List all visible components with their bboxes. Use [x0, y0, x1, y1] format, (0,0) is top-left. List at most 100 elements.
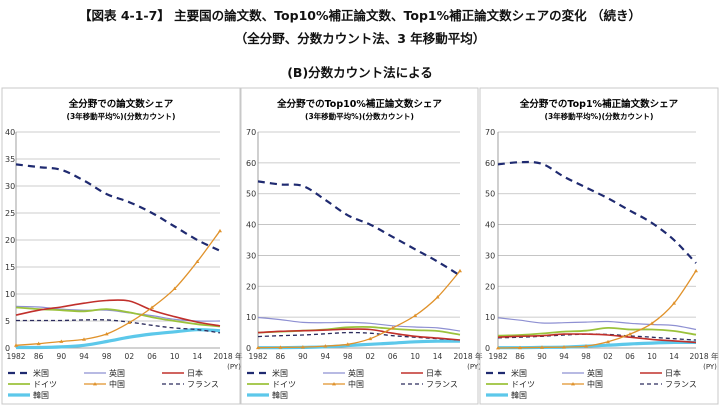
series-line-フランス [16, 319, 221, 334]
y-tick-label: 50 [485, 190, 495, 199]
x-tick-label: 94 [321, 352, 331, 361]
legend-item: ドイツ [486, 380, 535, 389]
legend-item: ドイツ [247, 380, 296, 389]
y-tick-label: 50 [246, 190, 256, 199]
legend-label: 日本 [426, 368, 442, 378]
legend-label: フランス [187, 380, 219, 389]
legend-label: 日本 [665, 368, 681, 378]
y-tick-label: 20 [485, 282, 495, 291]
legend-item: 英国 [84, 368, 125, 378]
legend-marker [332, 382, 336, 386]
x-tick-label: 14 [669, 352, 679, 361]
legend-label: ドイツ [511, 380, 535, 389]
y-tick-label: 10 [485, 313, 495, 322]
series-marker-中国 [256, 345, 260, 350]
x-tick-label: 10 [410, 352, 420, 361]
series-marker-中国 [345, 342, 350, 346]
series-line-日本 [15, 299, 221, 327]
series-line-フランス [257, 331, 461, 341]
y-tick-label: 0 [246, 344, 251, 353]
legend-item: 日本 [162, 368, 203, 378]
series-marker-中国 [172, 286, 177, 290]
series-marker-中国 [650, 321, 654, 325]
legend-item: フランス [162, 380, 219, 389]
legend-label: 韓国 [33, 390, 49, 400]
series-marker-中国 [540, 345, 544, 349]
y-tick-label: 15 [5, 263, 15, 272]
y-tick-label: 30 [485, 251, 495, 260]
legend-marker [571, 382, 575, 386]
y-tick-label: 60 [246, 159, 256, 168]
y-tick-label: 20 [5, 236, 15, 245]
series-line-中国 [497, 270, 697, 349]
y-tick-label: 70 [246, 128, 256, 137]
y-tick-label: 10 [246, 313, 256, 322]
x-tick-label: 02 [603, 352, 613, 361]
x-unit-label: (PY) [703, 363, 717, 371]
series-marker-中国 [628, 332, 632, 336]
series-marker-中国 [195, 259, 200, 263]
x-tick-label: 2018 年 [454, 351, 483, 361]
legend-item: フランス [640, 380, 697, 389]
legend-label: 米国 [511, 368, 527, 378]
legend-label: 英国 [109, 368, 125, 378]
series-line-米国 [257, 180, 461, 277]
series-marker-中国 [14, 343, 18, 347]
series-marker-中国 [694, 268, 698, 273]
chart-panel-2: 全分野でのTop10%補正論文数シェア(3年移動平均%)(分数カウント) 0 10 2… [240, 87, 483, 405]
series-marker-中国 [562, 345, 566, 349]
figure-title: 【図表 4-1-7】 主要国の論文数、Top10%補正論文数、Top1%補正論文… [79, 8, 641, 23]
y-tick-label: 35 [5, 155, 15, 164]
legend-label: 日本 [187, 368, 203, 378]
x-unit-label: (PY) [227, 363, 241, 371]
x-tick-label: 86 [34, 352, 44, 361]
x-tick-label: 10 [170, 352, 180, 361]
y-tick-label: 30 [246, 251, 256, 260]
legend-item: 韓国 [247, 390, 288, 400]
series-marker-中国 [59, 339, 64, 343]
legend-item: 日本 [640, 368, 681, 378]
y-tick-label: 25 [5, 209, 15, 218]
legend-label: 中国 [587, 379, 603, 389]
y-tick-label: 70 [485, 128, 495, 137]
legend-item: 中国 [562, 379, 603, 389]
chart-subtitle: (3年移動平均%)(分数カウント) [305, 111, 414, 121]
chart-panel-1: 全分野での論文数シェア(3年移動平均%)(分数カウント) 0 5 10 15 20 25 30… [1, 87, 243, 405]
section-title: (B)分数カウント法による [287, 65, 433, 80]
x-tick-label: 94 [79, 352, 89, 361]
legend-marker [93, 382, 97, 386]
series-marker-中国 [584, 344, 588, 348]
legend-item: 日本 [401, 368, 442, 378]
legend-label: 中国 [348, 379, 364, 389]
legend-item: 英国 [562, 368, 603, 378]
x-tick-label: 1982 [488, 352, 507, 361]
series-line-中国 [15, 230, 221, 346]
legend-item: 韓国 [486, 390, 527, 400]
legend-label: 米国 [272, 368, 288, 378]
series-marker-中国 [82, 337, 86, 341]
chart-subtitle: (3年移動平均%)(分数カウント) [545, 111, 654, 121]
series-line-米国 [15, 163, 221, 252]
x-unit-label: (PY) [467, 363, 481, 371]
x-tick-label: 98 [581, 352, 591, 361]
legend-label: 英国 [348, 368, 364, 378]
legend-item: ドイツ [8, 380, 57, 389]
x-tick-label: 90 [537, 352, 547, 361]
x-tick-label: 06 [388, 352, 398, 361]
x-tick-label: 94 [559, 352, 569, 361]
series-marker-中国 [518, 345, 522, 350]
x-tick-label: 90 [298, 352, 308, 361]
legend-label: ドイツ [33, 380, 57, 389]
x-tick-label: 06 [147, 352, 157, 361]
panel-border [1, 87, 241, 405]
x-tick-label: 98 [343, 352, 353, 361]
x-tick-label: 90 [57, 352, 67, 361]
x-tick-label: 2018 年 [690, 351, 719, 361]
legend-item: 中国 [323, 379, 364, 389]
series-marker-中国 [606, 339, 610, 344]
y-tick-label: 30 [5, 182, 15, 191]
x-tick-label: 86 [276, 352, 286, 361]
series-line-日本 [257, 328, 461, 341]
chart-subtitle: (3年移動平均%)(分数カウント) [67, 111, 176, 121]
legend-item: 英国 [323, 368, 364, 378]
